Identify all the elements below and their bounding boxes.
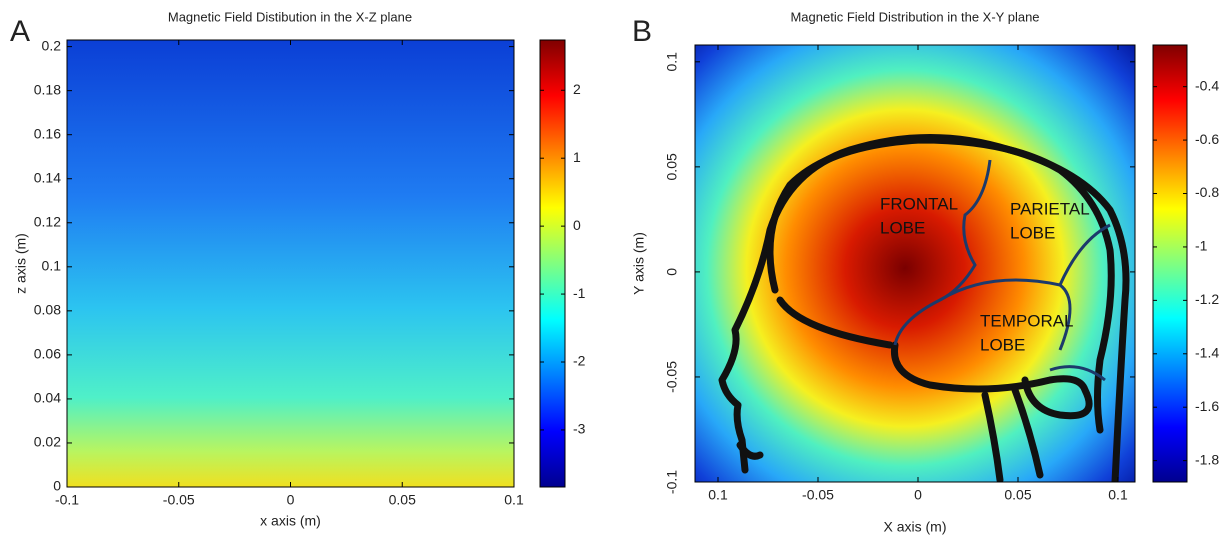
x-tick-label: 0 (914, 487, 922, 503)
y-tick-label: -0.05 (664, 361, 680, 393)
x-tick-label: 0.05 (389, 492, 416, 508)
chart-title: Magnetic Field Distibution in the X-Z pl… (168, 9, 412, 24)
y-tick-label: 0.12 (34, 213, 61, 229)
lobe-borders (893, 159, 1111, 382)
colorbar (539, 39, 566, 488)
colorbar-tick-label: 1 (573, 149, 581, 165)
colorbar-tick-label: -1.8 (1195, 451, 1219, 467)
annotation: LOBE (980, 335, 1025, 354)
colorbar-tick-label: -3 (573, 421, 586, 437)
x-axis-label: X axis (m) (884, 519, 947, 535)
colorbar-tick-label: -1.6 (1195, 398, 1219, 414)
annotation: LOBE (880, 218, 925, 237)
colorbar-tick-label: -0.6 (1195, 131, 1219, 147)
colorbar-tick-label: -1.4 (1195, 344, 1219, 360)
head-outline (718, 134, 1130, 482)
colorbar-tick-label: -1 (573, 285, 586, 301)
y-tick-label: 0.05 (664, 153, 680, 180)
y-tick-label: 0.16 (34, 125, 61, 141)
y-tick-label: 0.04 (34, 390, 61, 406)
colorbar (1152, 44, 1188, 483)
annotation: LOBE (1010, 223, 1055, 242)
y-axis-label: z axis (m) (13, 233, 29, 294)
y-tick-label: 0 (53, 478, 61, 494)
y-tick-label: -0.1 (664, 470, 680, 494)
y-tick-label: 0 (664, 268, 680, 276)
y-tick-label: 0.02 (34, 434, 61, 450)
panel-letter: A (10, 15, 30, 48)
field-b (695, 45, 1135, 482)
plot-frame (694, 44, 1136, 483)
y-tick-label: 0.1 (664, 52, 680, 72)
x-tick-label: 0.1 (504, 492, 524, 508)
x-tick-label: -0.05 (163, 492, 195, 508)
y-tick-label: 0.06 (34, 346, 61, 362)
x-tick-label: -0.05 (802, 487, 834, 503)
x-tick-label: 0.05 (1004, 487, 1031, 503)
annotation: FRONTAL (880, 194, 958, 213)
chart-title: Magnetic Field Distribution in the X-Y p… (790, 9, 1039, 24)
y-tick-label: 0.18 (34, 81, 61, 97)
x-tick-label: 0.1 (708, 487, 728, 503)
y-axis-label: Y axis (m) (631, 232, 647, 295)
colorbar-tick-label: -2 (573, 353, 586, 369)
field-a (67, 40, 514, 487)
colorbar-tick-label: 2 (573, 81, 581, 97)
y-tick-label: 0.14 (34, 169, 61, 185)
colorbar-tick-label: 0 (573, 217, 581, 233)
x-tick-label: 0 (287, 492, 295, 508)
colorbar-tick-label: -0.8 (1195, 184, 1219, 200)
x-axis-label: x axis (m) (260, 513, 321, 529)
x-tick-label: -0.1 (55, 492, 79, 508)
annotation: TEMPORAL (980, 311, 1074, 330)
y-tick-label: 0.2 (42, 37, 62, 53)
panel-letter: B (632, 15, 652, 48)
y-tick-label: 0.08 (34, 302, 61, 318)
x-tick-label: 0.1 (1108, 487, 1128, 503)
colorbar-tick-label: -0.4 (1195, 77, 1219, 93)
colorbar-tick-label: -1 (1195, 238, 1208, 254)
colorbar-tick-label: -1.2 (1195, 291, 1219, 307)
y-tick-label: 0.1 (42, 258, 62, 274)
annotation: PARIETAL (1010, 199, 1090, 218)
